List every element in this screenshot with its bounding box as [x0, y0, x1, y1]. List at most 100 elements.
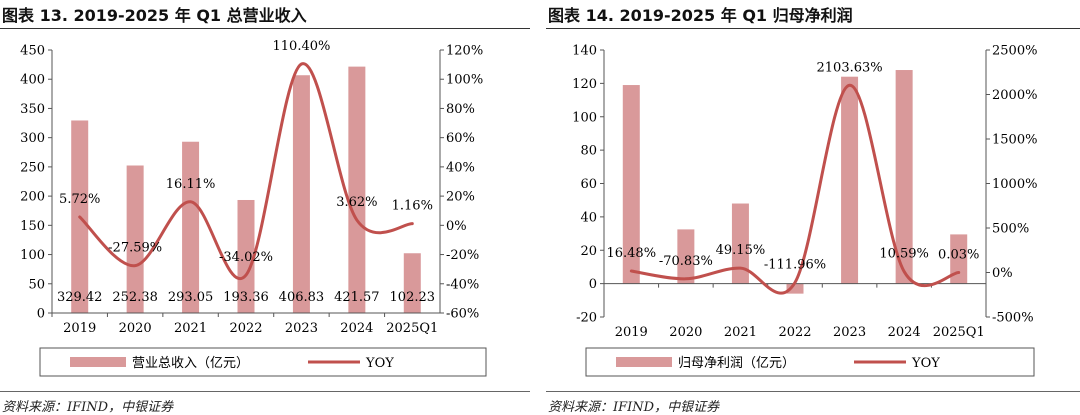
yoy-data-label: 1.16%	[392, 199, 433, 214]
x-tick-label: 2019	[615, 325, 648, 340]
yoy-line	[629, 83, 961, 295]
y-tick-label: 40	[580, 210, 597, 225]
y2-tick-label: 1500%	[992, 133, 1037, 148]
y2-tick-label: -60%	[446, 307, 479, 322]
x-tick-label: 2021	[174, 321, 207, 336]
title-divider	[0, 28, 530, 29]
bar-2019	[622, 85, 640, 284]
y-tick-label: 450	[20, 44, 45, 59]
y-tick-label: 0	[37, 307, 45, 322]
legend-label-line: YOY	[365, 356, 394, 371]
bar-2022	[237, 199, 255, 313]
yoy-data-label: 2103.63%	[817, 60, 883, 75]
y2-tick-label: 2000%	[992, 88, 1037, 103]
y-tick-label: 50	[28, 277, 45, 292]
y2-tick-label: 500%	[992, 222, 1029, 237]
legend-label-line: YOY	[911, 356, 940, 371]
y-tick-label: 120	[572, 77, 597, 92]
bar-data-label: 406.83	[279, 290, 325, 305]
chart-title: 图表 14. 2019-2025 年 Q1 归母净利润	[548, 6, 853, 25]
legend-label-bars: 营业总收入（亿元）	[132, 356, 249, 371]
yoy-data-label: 10.59%	[879, 247, 929, 262]
x-tick-label: 2024	[888, 325, 921, 340]
x-tick-label: 2022	[778, 325, 811, 340]
x-tick-label: 2025Q1	[933, 325, 985, 340]
source-note: 资料来源：IFIND，中银证券	[548, 400, 720, 415]
title-divider	[546, 28, 1080, 29]
bar-data-label: 329.42	[57, 290, 103, 305]
yoy-data-label: 0.03%	[938, 247, 979, 262]
bar-data-label: 252.38	[112, 290, 158, 305]
bar-2020	[126, 165, 144, 313]
source-divider	[0, 391, 530, 392]
y-tick-label: 350	[20, 102, 45, 117]
yoy-data-label: 16.11%	[166, 177, 216, 192]
y2-tick-label: 40%	[446, 160, 475, 175]
x-tick-label: 2020	[119, 321, 152, 336]
y-tick-label: 300	[20, 131, 45, 146]
legend-swatch-bars	[70, 357, 126, 367]
bar-2021	[731, 203, 749, 284]
y-tick-label: 80	[580, 144, 597, 159]
y2-tick-label: 1000%	[992, 177, 1037, 192]
yoy-data-label: 3.62%	[336, 195, 377, 210]
y2-tick-label: 80%	[446, 102, 475, 117]
y-tick-label: 150	[20, 219, 45, 234]
bar-2024	[895, 70, 913, 284]
y2-tick-label: -20%	[446, 248, 479, 263]
x-tick-label: 2024	[340, 321, 373, 336]
y-tick-label: -20	[576, 311, 597, 326]
bar-2025Q1	[403, 253, 421, 313]
bar-2022	[786, 283, 804, 294]
net-profit-chart: -20 0 20 40 60 80 100 120 140 -500% 0% 500% 1000% 150…	[572, 44, 1037, 377]
revenue-chart: 0 50 100 150 200 250 300 350 400 450 -60% -40% -20% 0…	[20, 39, 487, 377]
bar-2024	[348, 66, 366, 313]
yoy-data-label: -34.02%	[219, 250, 273, 265]
revenue-chart-panel: 图表 13. 2019-2025 年 Q1 总营业收入 0 50 100 150 200…	[0, 0, 530, 415]
x-tick-label: 2023	[833, 325, 866, 340]
y-tick-label: 140	[572, 44, 597, 59]
x-tick-label: 2022	[229, 321, 262, 336]
source-divider	[546, 391, 1080, 392]
y-tick-label: 100	[572, 110, 597, 125]
x-tick-label: 2019	[63, 321, 96, 336]
x-tick-label: 2025Q1	[386, 321, 438, 336]
source-note: 资料来源：IFIND，中银证券	[2, 400, 174, 415]
y-tick-label: 250	[20, 160, 45, 175]
yoy-data-label: 16.48%	[606, 246, 656, 261]
bar-2023	[292, 75, 310, 313]
legend-box	[585, 347, 1035, 377]
yoy-data-label: 49.15%	[716, 243, 766, 258]
net-profit-chart-panel: 图表 14. 2019-2025 年 Q1 归母净利润 -20 0 20 40 60 80…	[546, 0, 1080, 415]
yoy-data-label: 110.40%	[273, 39, 331, 54]
y2-tick-label: 20%	[446, 190, 475, 205]
y2-tick-label: 2500%	[992, 44, 1037, 59]
y-tick-label: 100	[20, 248, 45, 263]
y-tick-label: 400	[20, 73, 45, 88]
y2-tick-label: 120%	[446, 44, 483, 59]
bar-data-label: 102.23	[390, 290, 436, 305]
y2-tick-label: -40%	[446, 277, 479, 292]
y-tick-label: 0	[589, 277, 597, 292]
bar-2020	[677, 229, 695, 284]
x-tick-label: 2021	[724, 325, 757, 340]
bar-data-label: 193.36	[223, 290, 269, 305]
y2-tick-label: 0%	[446, 219, 467, 234]
y2-tick-label: 60%	[446, 131, 475, 146]
y2-tick-label: 0%	[992, 266, 1013, 281]
chart-title: 图表 13. 2019-2025 年 Q1 总营业收入	[2, 6, 307, 25]
yoy-data-label: -111.96%	[764, 257, 826, 272]
y2-tick-label: -500%	[992, 311, 1034, 326]
yoy-line	[78, 62, 414, 280]
bar-2021	[182, 141, 200, 313]
y-tick-label: 60	[580, 177, 597, 192]
bar-data-label: 293.05	[168, 290, 214, 305]
legend-label-bars: 归母净利润（亿元）	[678, 356, 795, 371]
bar-2025Q1	[950, 234, 968, 284]
yoy-data-label: -27.59%	[108, 241, 162, 256]
legend-swatch-bars	[616, 357, 672, 367]
x-tick-label: 2020	[669, 325, 702, 340]
yoy-data-label: 5.72%	[59, 192, 100, 207]
x-tick-label: 2023	[285, 321, 318, 336]
y-tick-label: 200	[20, 190, 45, 205]
